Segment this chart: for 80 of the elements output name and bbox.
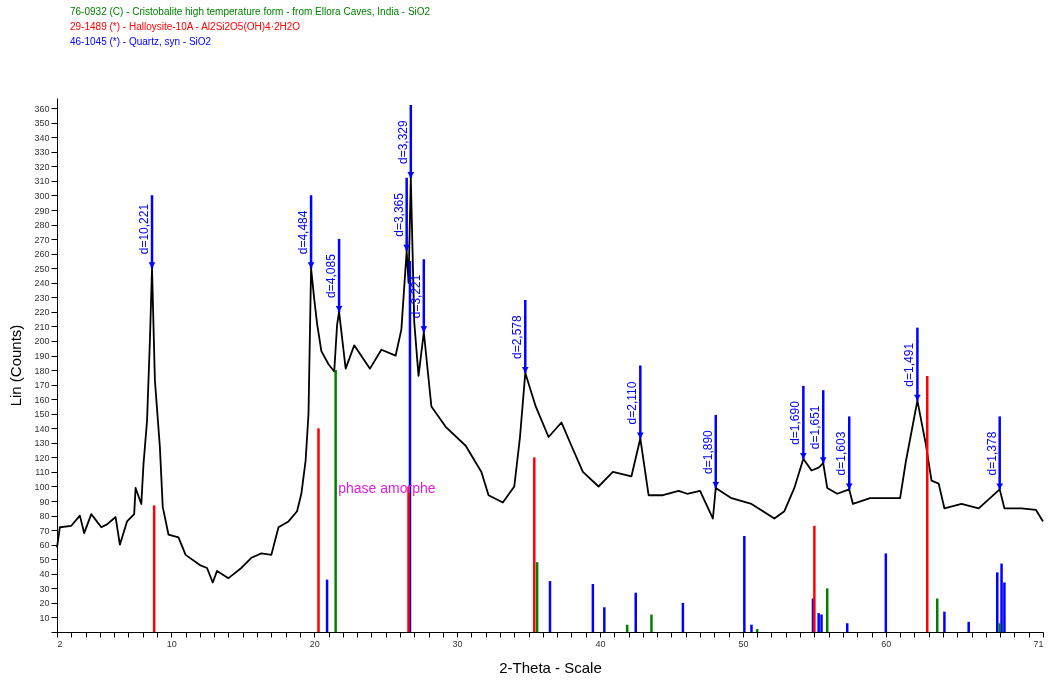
bar <box>967 621 970 632</box>
annotation: d=1,491 <box>902 342 917 387</box>
y-tick-label: 170 <box>34 380 50 391</box>
y-tick-label: 250 <box>34 263 50 274</box>
annotation: d=4,484 <box>296 210 311 255</box>
bar <box>650 614 653 632</box>
bar <box>603 607 606 632</box>
y-tick-label: 210 <box>34 321 50 332</box>
annotation: d=3,221 <box>408 274 423 319</box>
bar <box>998 623 1001 632</box>
y-tick-label: 120 <box>34 452 50 463</box>
x-tick-label: 10 <box>166 638 177 649</box>
x-tick-label: 30 <box>452 638 463 649</box>
x-tick-label: 71 <box>1033 638 1044 649</box>
y-tick-label: 320 <box>34 161 50 172</box>
annotation: d=1,690 <box>788 400 803 445</box>
annotation: d=1,890 <box>700 429 715 474</box>
y-tick-label: 60 <box>39 540 50 551</box>
bar <box>820 614 823 632</box>
y-tick-label: 240 <box>34 278 50 289</box>
bar <box>634 592 637 632</box>
bar <box>813 525 816 632</box>
x-tick-label: 2 <box>57 638 63 649</box>
annotation: d=2,110 <box>625 381 640 425</box>
y-tick-label: 290 <box>34 205 50 216</box>
x-axis-title: 2-Theta - Scale <box>499 658 602 676</box>
y-tick-label: 20 <box>39 598 50 609</box>
y-tick-label: 270 <box>34 234 50 245</box>
annotation: d=3,365 <box>391 192 406 237</box>
y-tick-label: 330 <box>34 147 50 158</box>
annotation: d=1,651 <box>808 405 823 450</box>
y-tick-label: 100 <box>34 482 50 492</box>
annotation: d=1,603 <box>834 431 849 476</box>
y-tick-label: 90 <box>39 496 50 507</box>
x-tick-label: 50 <box>738 638 749 649</box>
y-tick-label: 190 <box>34 351 50 362</box>
y-tick-label: 160 <box>34 394 50 405</box>
bar <box>334 370 337 632</box>
y-tick-label: 10 <box>39 612 50 623</box>
y-tick-label: 360 <box>34 103 50 114</box>
text: 76-0932 (C) - Cristobalite high temperature form - from Ellora Caves, India - SiO2 <box>70 5 431 19</box>
annotation: d=1,378 <box>984 431 999 476</box>
bar <box>1000 563 1003 632</box>
text: 29-1489 (*) - Halloysite-10A - Al2Si2O5(OH)4·2H2O <box>70 20 302 34</box>
y-tick-label: 340 <box>34 132 50 143</box>
bar <box>750 624 753 632</box>
annotation: d=3,329 <box>395 119 410 165</box>
text: 46-1045 (*) - Quartz, syn - SiO2 <box>70 35 213 49</box>
y-tick-label: 350 <box>34 118 50 129</box>
y-tick-label: 110 <box>35 467 50 478</box>
y-tick-label: 200 <box>34 336 50 347</box>
y-tick-label: 150 <box>34 409 50 420</box>
y-tick-label: 30 <box>39 583 50 594</box>
y-tick-label: 300 <box>34 190 50 201</box>
bar <box>533 457 536 632</box>
y-tick-label: 230 <box>34 292 50 303</box>
x-tick-label: 60 <box>881 638 892 649</box>
x-tick-label: 20 <box>309 638 320 649</box>
bar <box>943 611 946 632</box>
y-tick-label: 280 <box>34 220 50 231</box>
annotation: d=10,221 <box>137 203 152 255</box>
y-tick-label: 130 <box>34 438 50 449</box>
y-tick-label: 260 <box>34 249 50 260</box>
y-tick-label: 140 <box>34 423 50 434</box>
y-tick-label: 70 <box>39 525 50 536</box>
bar <box>743 535 746 632</box>
bar <box>817 613 820 632</box>
annotation: d=4,085 <box>324 253 339 298</box>
bar <box>317 428 320 632</box>
bar <box>936 598 939 632</box>
y-tick-label: 50 <box>39 554 50 565</box>
y-tick-label: 80 <box>39 511 50 522</box>
y-tick-label: 220 <box>34 307 50 318</box>
y-tick-label: 40 <box>39 569 50 580</box>
y-axis-title: Lin (Counts) <box>7 324 25 407</box>
y-tick-label: 180 <box>34 365 50 376</box>
annotation: d=2,578 <box>510 314 525 359</box>
x-tick-label: 40 <box>595 638 606 649</box>
bar <box>926 375 929 632</box>
y-tick-label: 310 <box>34 176 50 187</box>
